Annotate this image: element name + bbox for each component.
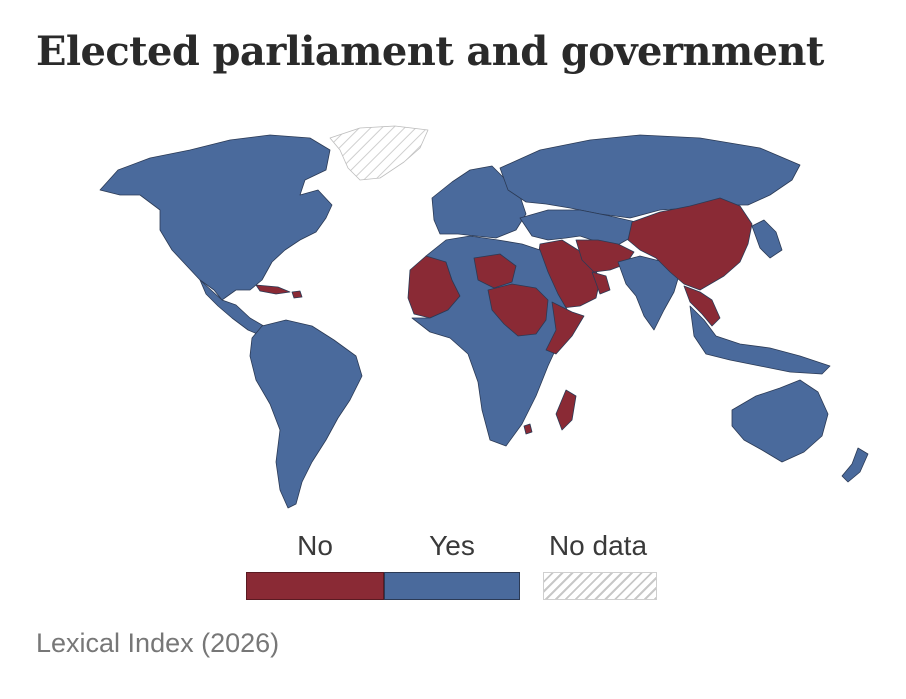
region-libya: [473, 253, 517, 289]
region-russia: [499, 134, 801, 219]
legend-swatch-no: [246, 572, 384, 600]
region-haiti: [291, 290, 303, 299]
region-greenland: [329, 125, 429, 181]
region-horn-of-africa: [545, 301, 585, 355]
region-north-america: [99, 134, 333, 301]
region-madagascar: [555, 389, 577, 431]
region-gulf-states: [591, 271, 611, 295]
page-title: Elected parliament and government: [36, 28, 824, 75]
region-eswatini: [523, 423, 533, 435]
legend-label-no-data: No data: [548, 530, 648, 561]
legend-swatch-no-data: [543, 572, 657, 600]
region-cuba: [255, 284, 291, 295]
region-australia: [731, 379, 829, 463]
region-china: [627, 197, 753, 291]
region-southeast-asia: [689, 305, 831, 375]
region-japan-korea: [751, 219, 783, 259]
world-map-svg: [99, 125, 869, 509]
region-indochina-no: [683, 285, 721, 327]
legend-swatch-yes: [384, 572, 520, 600]
source-note: Lexical Index (2026): [36, 628, 280, 658]
region-europe: [431, 165, 527, 239]
region-south-america: [249, 319, 363, 509]
legend-label-no: No: [297, 530, 333, 561]
region-chad-sudan: [487, 283, 549, 337]
world-map: [0, 110, 906, 520]
region-south-asia: [617, 255, 681, 331]
legend-label-yes: Yes: [429, 530, 475, 561]
region-new-zealand: [841, 447, 869, 483]
